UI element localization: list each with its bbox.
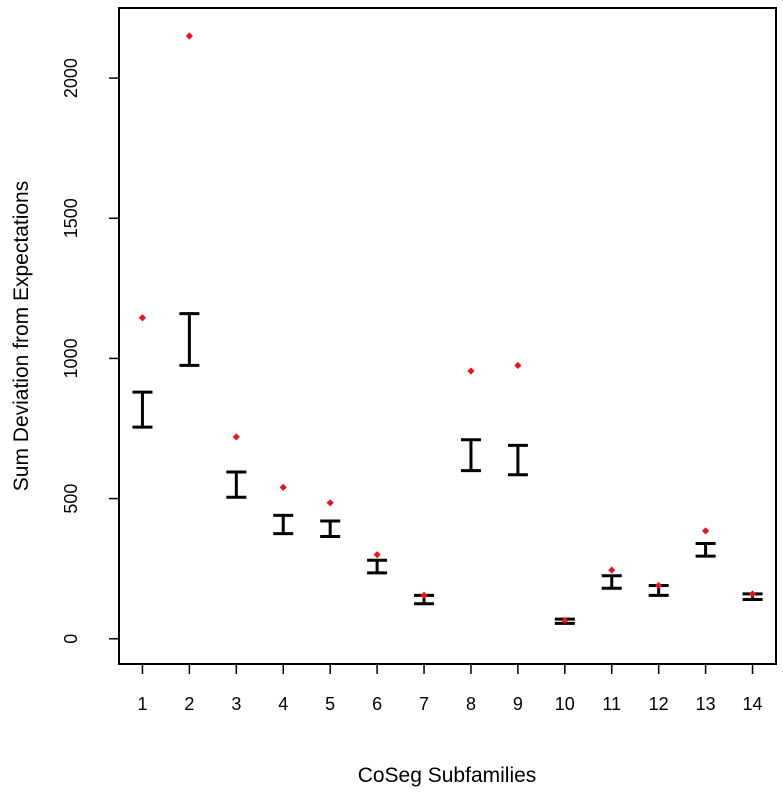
x-tick-label: 4 (278, 694, 288, 714)
interval-bar (132, 390, 153, 429)
x-tick-label: 5 (325, 694, 335, 714)
observed-point (373, 551, 381, 559)
interval-bar (367, 558, 388, 575)
interval-bar (460, 438, 481, 473)
x-tick-label: 1 (137, 694, 147, 714)
x-tick-label: 6 (372, 694, 382, 714)
x-tick-label: 12 (649, 694, 669, 714)
interval-bar (179, 312, 200, 367)
y-tick-label: 1500 (61, 198, 81, 238)
observed-point (655, 581, 663, 590)
y-tick-label: 1000 (61, 338, 81, 378)
observed-point (138, 314, 147, 322)
y-axis-title: Sum Deviation from Expectations (10, 181, 33, 491)
observed-point (702, 527, 710, 535)
observed-point (608, 566, 616, 574)
observed-point (420, 591, 428, 599)
x-tick-label: 7 (419, 694, 429, 714)
y-tick-label: 500 (61, 484, 81, 514)
y-axis: 0 500 1000 1500 2000 (61, 58, 119, 644)
x-tick-label: 14 (743, 694, 763, 714)
x-tick-label: 13 (696, 694, 716, 714)
interval-bar (507, 443, 528, 477)
interval-bar (320, 519, 341, 538)
observed-points (138, 32, 757, 625)
interval-bar (601, 574, 622, 590)
observed-point (232, 433, 240, 441)
x-axis-title: CoSeg Subfamilies (358, 764, 537, 787)
x-tick-label: 9 (513, 694, 523, 714)
interval-bar (273, 513, 294, 536)
x-tick-label: 8 (466, 694, 476, 714)
y-tick-label: 2000 (61, 58, 81, 98)
observed-point (185, 32, 193, 40)
x-tick-label: 3 (231, 694, 241, 714)
observed-point (514, 361, 522, 370)
x-tick-label: 11 (602, 694, 621, 714)
expected-intervals (132, 312, 763, 625)
y-tick-label: 0 (61, 634, 81, 644)
observed-point (748, 590, 757, 598)
plot-frame (118, 7, 777, 665)
observed-point (561, 616, 569, 625)
x-tick-label: 10 (555, 694, 575, 714)
interval-bar (695, 541, 716, 558)
observed-point (279, 483, 287, 491)
interval-bar (226, 470, 247, 499)
observed-point (467, 367, 475, 375)
x-tick-label: 2 (184, 694, 194, 714)
x-axis: 1 2 3 4 5 6 7 8 9 10 11 12 13 14 (137, 664, 763, 714)
observed-point (326, 499, 334, 507)
